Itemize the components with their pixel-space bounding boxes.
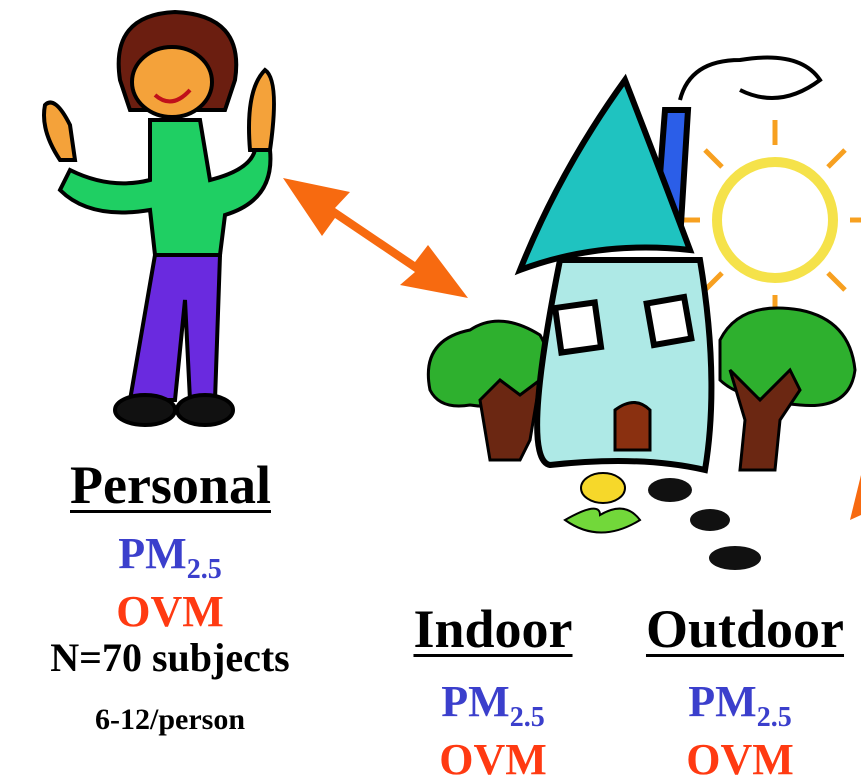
- outdoor-label: Outdoor: [625, 602, 861, 656]
- samples-per-person: 6-12/person: [0, 705, 340, 735]
- pm-label: PM2.5: [70, 532, 270, 584]
- slide: Personal PM2.5 OVM N=70 subjects 6-12/pe…: [0, 0, 861, 783]
- pm-text: PM: [118, 529, 186, 578]
- arrow-partial: [850, 475, 861, 520]
- personal-label: Personal: [70, 458, 270, 512]
- double-arrow: [283, 178, 468, 298]
- pm-subscript: 2.5: [757, 702, 792, 733]
- sample-size: N=70 subjects: [0, 638, 340, 678]
- pm-text: PM: [441, 677, 509, 726]
- person: [44, 12, 274, 425]
- pm-label: PM2.5: [393, 680, 593, 732]
- pm-label: PM2.5: [640, 680, 840, 732]
- ovm-label: OVM: [393, 738, 593, 782]
- indoor-label: Indoor: [393, 602, 593, 656]
- path-stones: [648, 478, 761, 570]
- ovm-label: OVM: [70, 590, 270, 634]
- ovm-label: OVM: [640, 738, 840, 782]
- pm-text: PM: [688, 677, 756, 726]
- pm-subscript: 2.5: [510, 702, 545, 733]
- flower: [565, 473, 640, 533]
- pm-subscript: 2.5: [187, 554, 222, 585]
